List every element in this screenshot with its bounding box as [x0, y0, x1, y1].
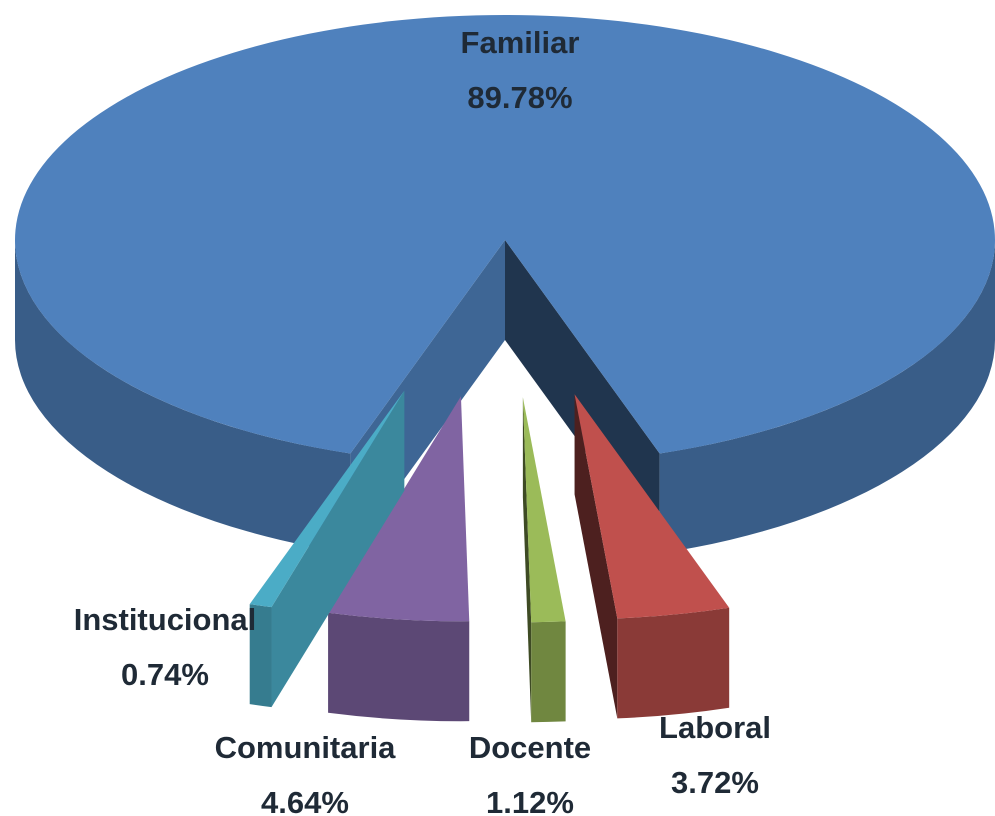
value-label: 4.64% — [261, 785, 349, 816]
slice-wall — [531, 621, 566, 723]
slice-label: Institucional — [74, 602, 257, 637]
slice-wall — [328, 612, 470, 722]
slice — [249, 390, 405, 608]
slice-wall — [617, 607, 730, 719]
slice-label: Laboral — [659, 710, 771, 745]
slice-face — [271, 390, 405, 708]
slice — [522, 397, 566, 623]
value-label: 3.72% — [671, 765, 759, 800]
slice-wall — [249, 604, 272, 708]
slice-label: Docente — [469, 730, 591, 765]
value-label: 89.78% — [467, 80, 572, 115]
slice — [574, 394, 730, 619]
value-label: 0.74% — [121, 657, 209, 692]
slice — [15, 15, 995, 454]
slice — [328, 396, 470, 622]
slice-wall — [15, 240, 351, 554]
value-label: 1.12% — [486, 785, 574, 816]
slice-wall — [659, 240, 995, 554]
slice-label: Comunitaria — [215, 730, 397, 765]
slice-label: Familiar — [461, 25, 580, 60]
slice-face — [522, 397, 532, 723]
slice-face — [574, 394, 618, 719]
